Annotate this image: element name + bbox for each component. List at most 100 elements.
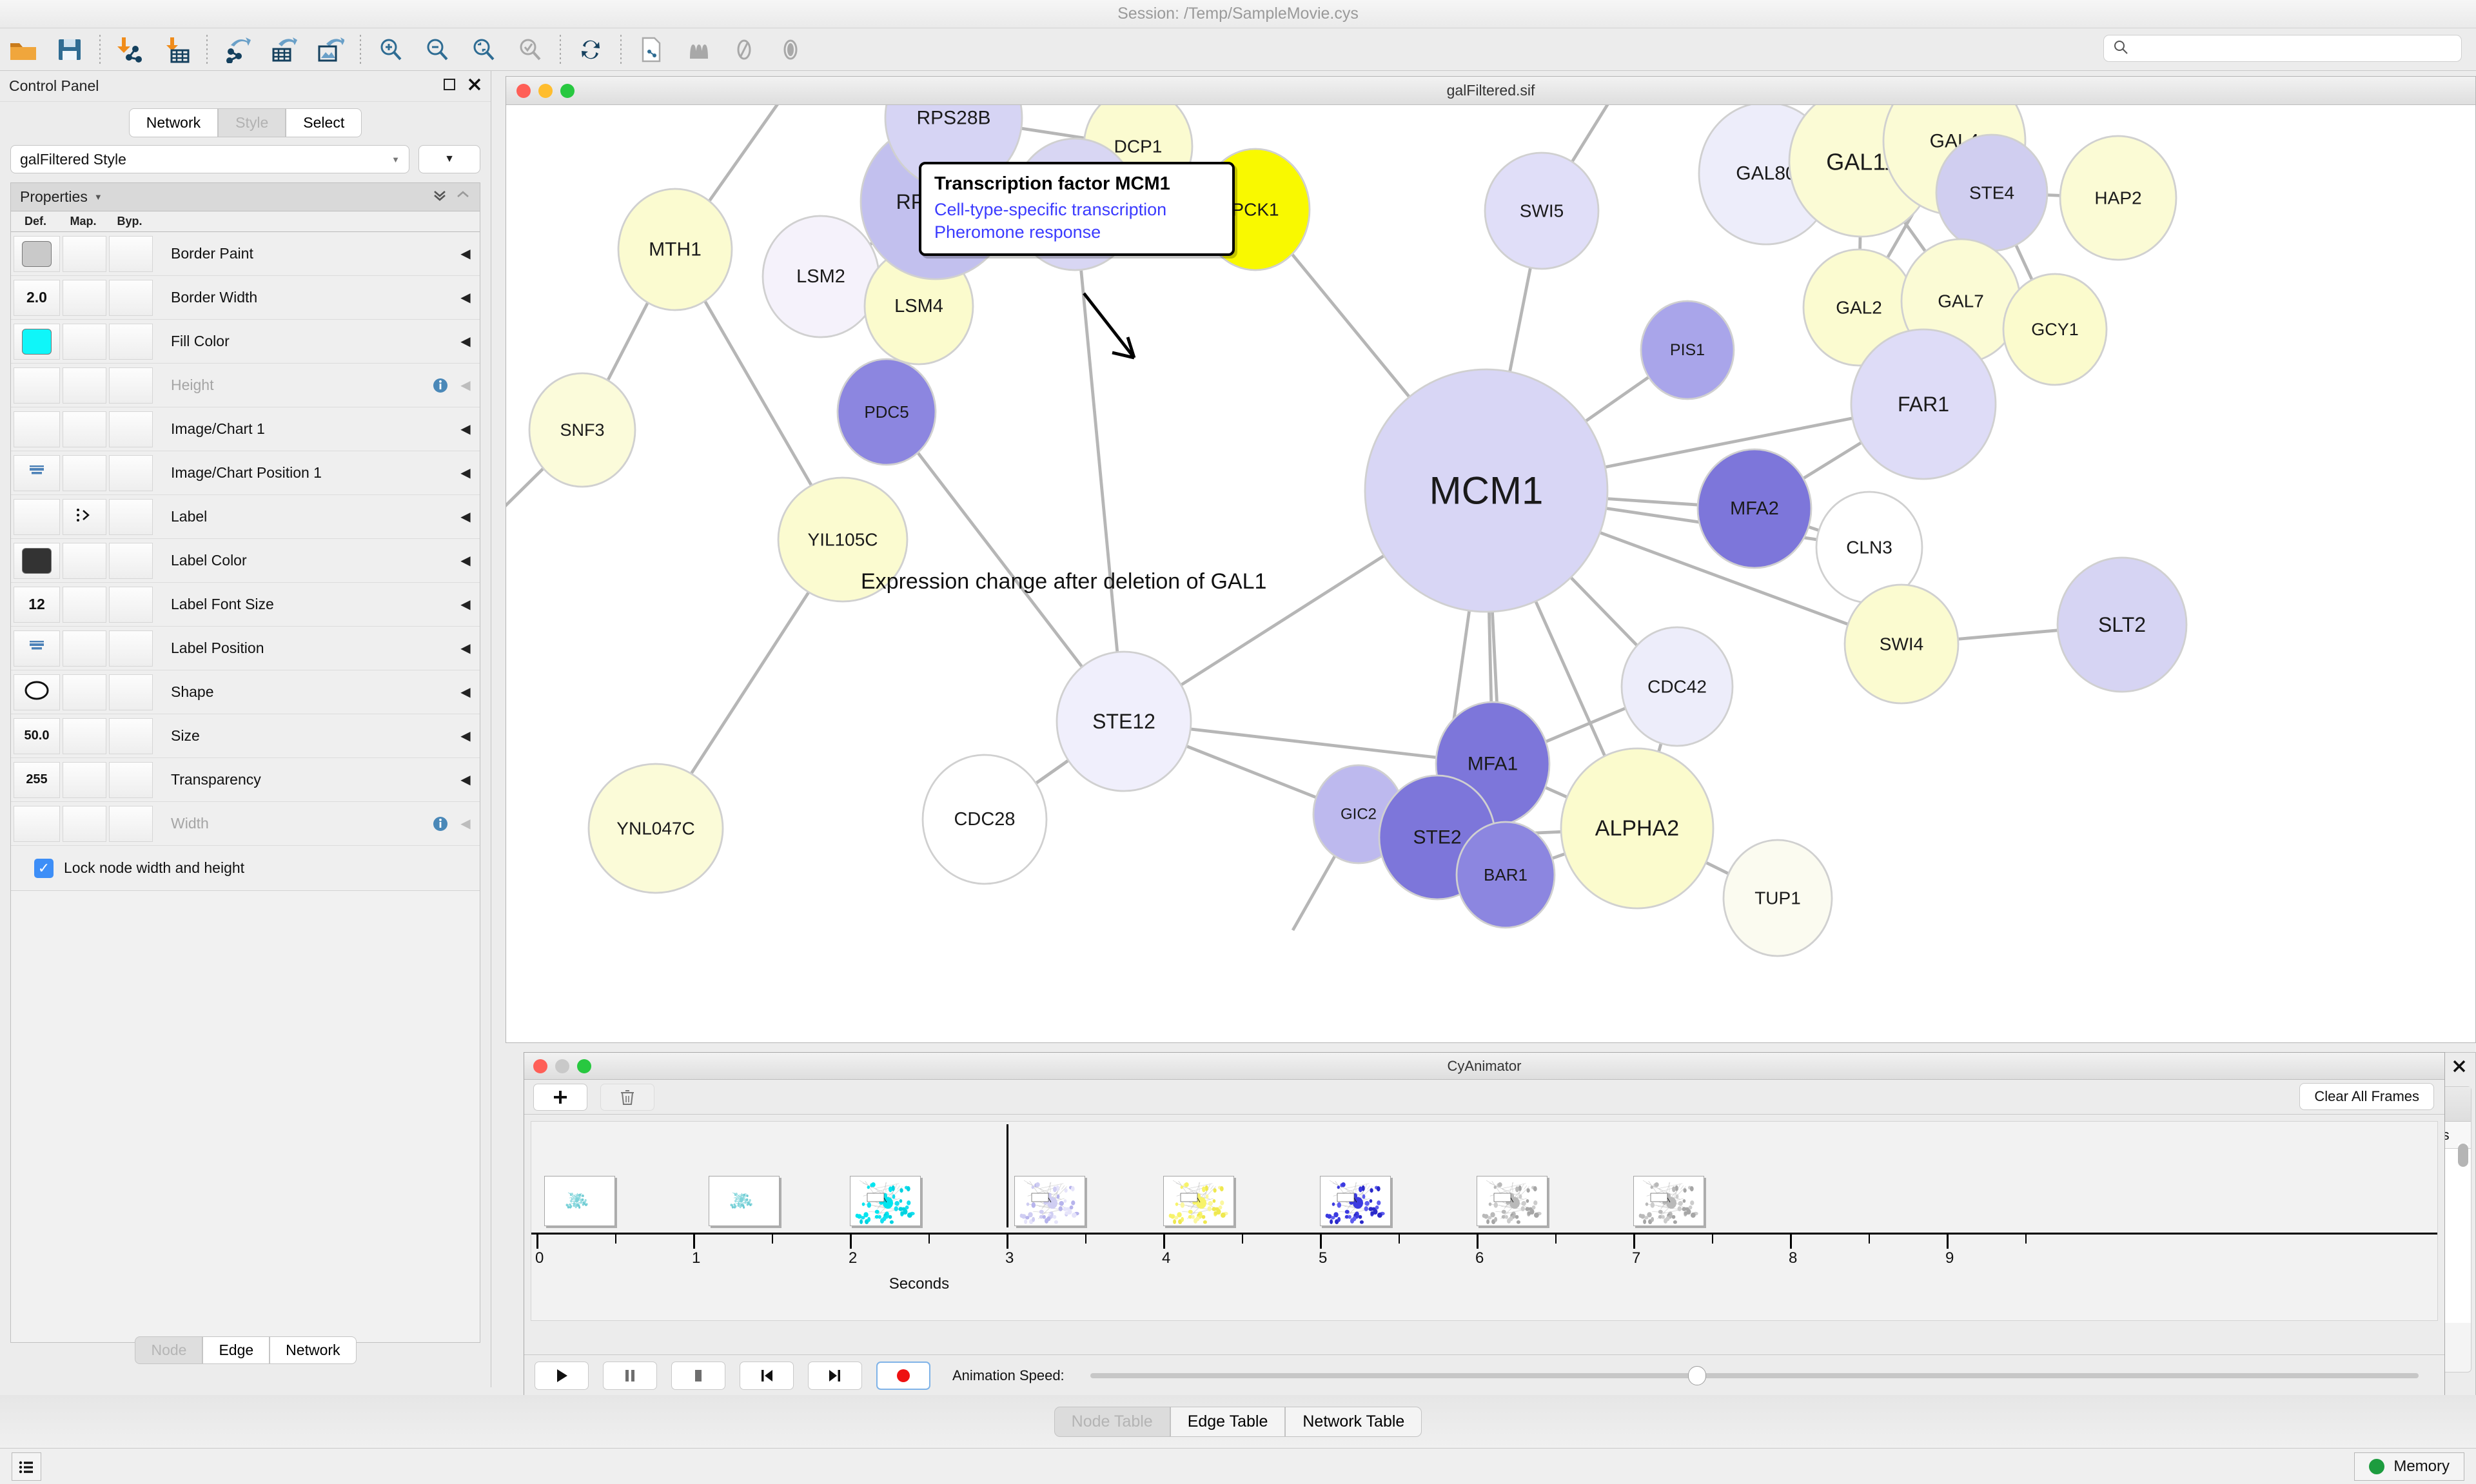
close-window-button[interactable] [533,1059,547,1073]
property-mapping-cell[interactable] [63,674,106,710]
property-bypass-cell[interactable] [109,805,153,842]
property-expand-arrow[interactable]: ◀ [460,598,471,612]
property-bypass-cell[interactable] [109,323,153,360]
zoom-in-icon[interactable] [368,30,414,69]
property-expand-arrow[interactable]: ◀ [460,378,471,393]
property-row[interactable]: Image/Chart Position 1 ◀ [11,451,480,495]
network-node[interactable]: GCY1 [2002,273,2108,386]
lock-node-size-row[interactable]: ✓ Lock node width and height [11,846,480,891]
open-file-icon[interactable] [0,30,46,69]
network-node[interactable]: PDC5 [836,358,937,466]
export-network-icon[interactable] [214,30,260,69]
property-row[interactable]: 255 Transparency ◀ [11,758,480,802]
network-node[interactable]: YNL047C [587,763,724,894]
add-frame-button[interactable] [533,1083,587,1111]
property-expand-arrow[interactable]: ◀ [460,247,471,261]
timeline-playhead[interactable] [1007,1124,1008,1227]
property-expand-arrow[interactable]: ◀ [460,554,471,568]
search-box[interactable] [2103,35,2462,62]
network-node[interactable]: LSM2 [761,215,880,338]
property-mapping-cell[interactable] [63,630,106,667]
property-bypass-cell[interactable] [109,235,153,272]
first-frame-button[interactable] [740,1361,794,1390]
property-mapping-cell[interactable] [63,718,106,754]
maximize-window-button[interactable] [577,1059,591,1073]
close-window-button[interactable] [516,83,531,98]
annotation-box[interactable]: Transcription factor MCM1 Cell-type-spec… [919,162,1235,257]
show-all-icon[interactable] [767,30,814,69]
animation-speed-slider[interactable] [1090,1365,2419,1385]
property-row[interactable]: Width ◀ [11,802,480,846]
property-row[interactable]: Fill Color ◀ [11,320,480,364]
timeline-frame[interactable] [544,1176,616,1226]
property-default-cell[interactable]: 50.0 [14,718,60,754]
tab-network[interactable]: Network [128,108,219,137]
tab-network-style[interactable]: Network [270,1336,357,1364]
property-default-cell[interactable]: 2.0 [14,279,60,316]
property-row[interactable]: Border Paint ◀ [11,232,480,276]
property-mapping-cell[interactable] [63,498,106,535]
property-expand-arrow[interactable]: ◀ [460,773,471,787]
tab-node[interactable]: Node [135,1336,203,1364]
property-mapping-cell[interactable] [63,454,106,491]
table-scrollbar[interactable] [2458,1144,2468,1253]
property-default-cell[interactable] [14,498,60,535]
export-image-icon[interactable] [307,30,353,69]
close-icon[interactable] [467,77,482,95]
property-default-cell[interactable] [14,235,60,272]
property-default-cell[interactable] [14,454,60,491]
property-default-cell[interactable]: 255 [14,761,60,798]
import-table-icon[interactable] [153,30,200,69]
chevron-down-icon[interactable]: ▼ [93,192,103,202]
property-row[interactable]: Label Color ◀ [11,539,480,583]
collapse-all-icon[interactable] [455,188,471,206]
timeline-frame[interactable] [850,1176,921,1226]
delete-frame-button[interactable] [600,1083,654,1111]
property-default-cell[interactable] [14,805,60,842]
property-bypass-cell[interactable] [109,542,153,579]
network-node[interactable]: TUP1 [1722,839,1833,957]
property-row[interactable]: Shape ◀ [11,670,480,714]
lock-node-size-checkbox[interactable]: ✓ [34,858,54,878]
import-network-icon[interactable] [107,30,153,69]
property-mapping-cell[interactable] [63,542,106,579]
search-input[interactable] [2135,40,2452,57]
close-icon[interactable] [2452,1059,2466,1077]
property-bypass-cell[interactable] [109,454,153,491]
network-node[interactable]: CDC42 [1620,626,1734,747]
property-row[interactable]: 2.0 Border Width ◀ [11,276,480,320]
timeline-frame[interactable] [1163,1176,1234,1226]
zoom-out-icon[interactable] [414,30,460,69]
table-scrollbar-thumb[interactable] [2458,1144,2468,1167]
network-node[interactable]: SWI4 [1843,583,1960,705]
clear-all-frames-button[interactable]: Clear All Frames [2299,1083,2434,1110]
minimize-window-button[interactable] [555,1059,569,1073]
property-mapping-cell[interactable] [63,367,106,404]
network-node[interactable]: CLN3 [1815,491,1923,604]
network-node[interactable]: ALPHA2 [1560,747,1715,910]
last-frame-button[interactable] [808,1361,862,1390]
property-mapping-cell[interactable] [63,586,106,623]
property-expand-arrow[interactable]: ◀ [460,817,471,831]
property-row[interactable]: Image/Chart 1 ◀ [11,407,480,451]
property-row[interactable]: 12 Label Font Size ◀ [11,583,480,627]
property-expand-arrow[interactable]: ◀ [460,641,471,656]
layout-icon[interactable] [674,30,721,69]
property-expand-arrow[interactable]: ◀ [460,685,471,699]
timeline-frame[interactable] [1633,1176,1704,1226]
property-row[interactable]: Height ◀ [11,364,480,407]
stop-button[interactable] [671,1361,725,1390]
maximize-window-button[interactable] [560,83,575,98]
expand-all-icon[interactable] [432,188,447,206]
minimize-window-button[interactable] [538,83,553,98]
style-dropdown[interactable]: galFiltered Style ▼ [10,145,409,173]
network-node[interactable]: GAL2 [1802,248,1916,367]
timeline-frame[interactable] [1320,1176,1391,1226]
tab-network-table[interactable]: Network Table [1285,1406,1422,1437]
property-default-cell[interactable] [14,323,60,360]
export-table-icon[interactable] [260,30,307,69]
refresh-icon[interactable] [567,30,614,69]
network-node[interactable]: CDC28 [921,754,1048,885]
pause-button[interactable] [603,1361,657,1390]
property-expand-arrow[interactable]: ◀ [460,466,471,480]
